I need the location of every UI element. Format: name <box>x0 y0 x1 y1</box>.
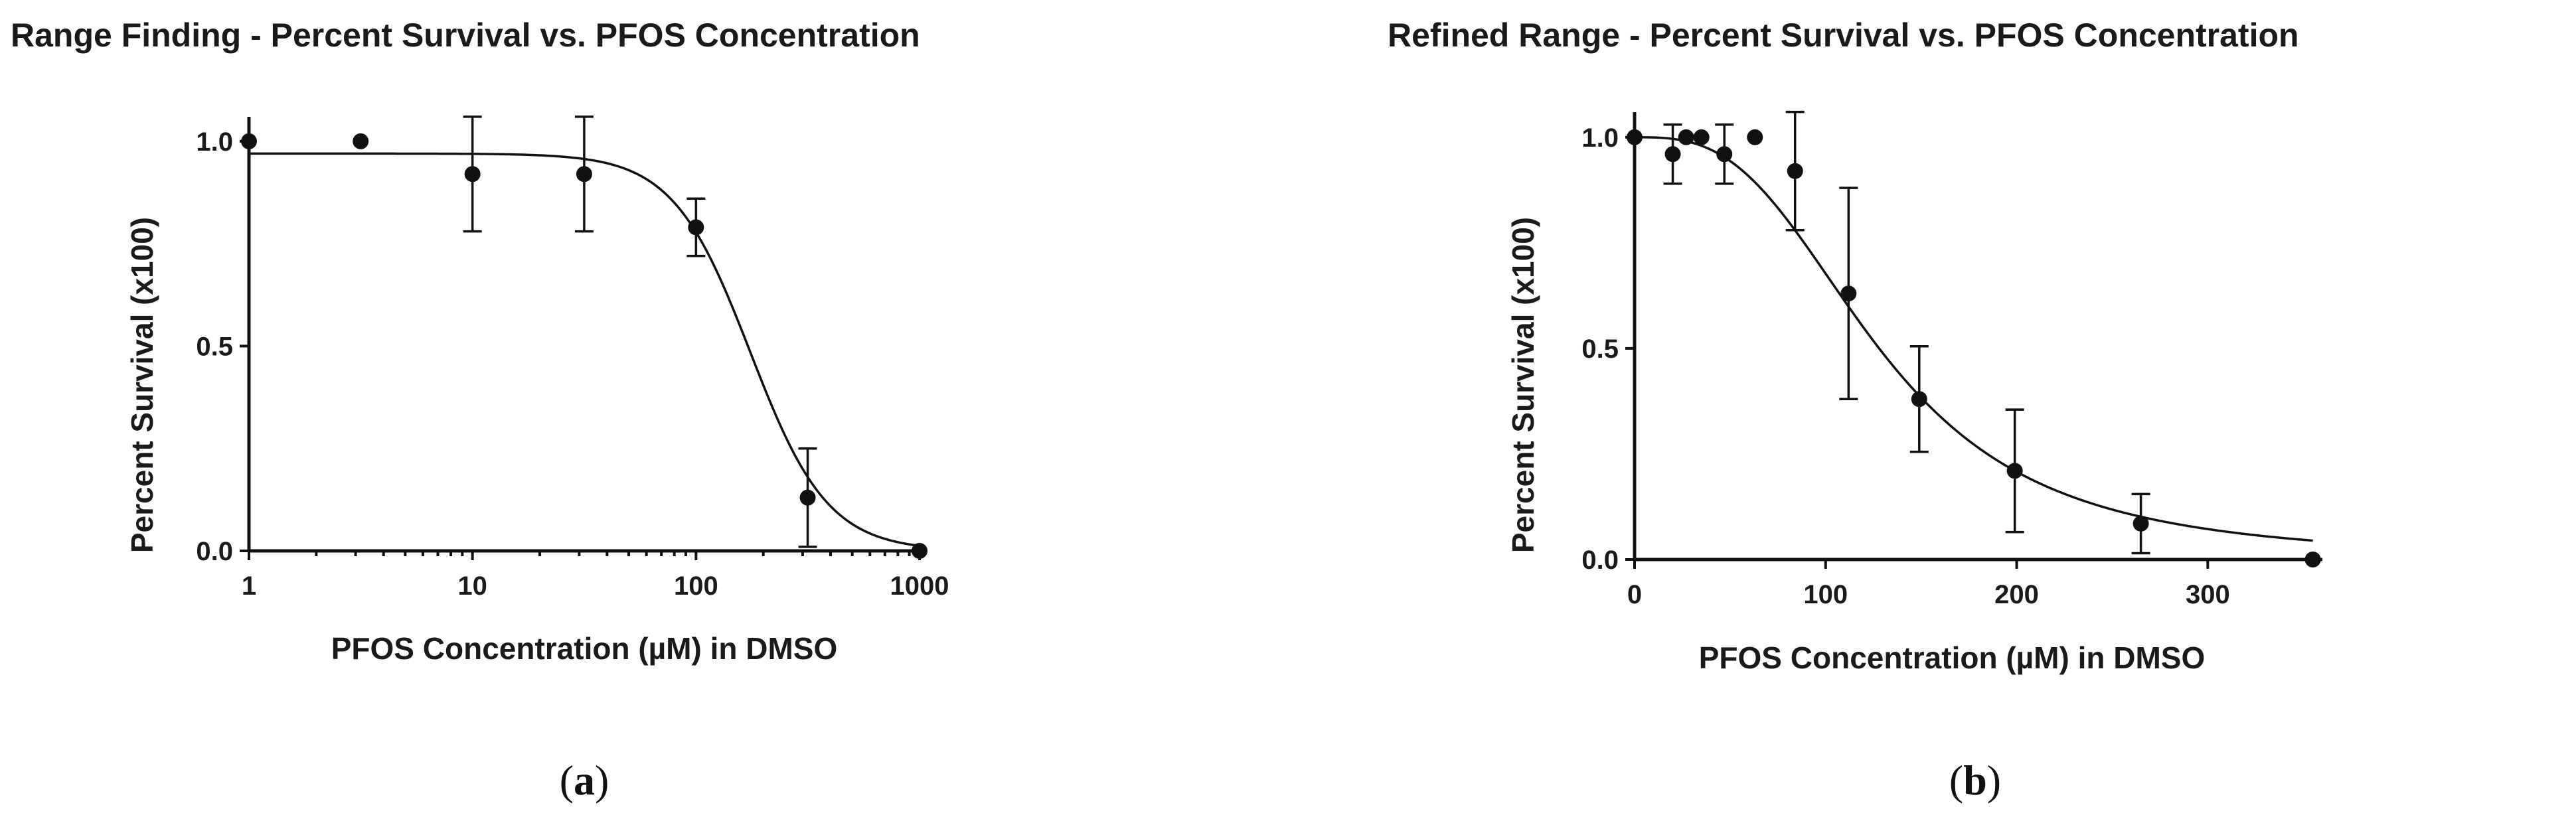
data-point <box>912 543 927 559</box>
panel-letter: a <box>574 757 595 804</box>
fit-curve <box>1635 136 2313 542</box>
panel-label-b: (b) <box>1949 757 2001 804</box>
x-tick-label: 200 <box>1994 580 2039 609</box>
chart-panel-b: Refined Range - Percent Survival vs. PFO… <box>1388 17 2322 804</box>
data-point <box>1627 129 1643 145</box>
data-point <box>1678 129 1694 145</box>
data-point <box>1716 146 1733 163</box>
y-axis-label: Percent Survival (x100) <box>1506 217 1540 553</box>
chart-title: Refined Range - Percent Survival vs. PFO… <box>1388 17 2299 54</box>
data-point <box>2133 515 2149 532</box>
data-point <box>1747 129 1763 145</box>
data-point <box>464 166 481 183</box>
x-tick-label: 10 <box>457 571 487 601</box>
panel-label-a: (a) <box>560 757 609 804</box>
y-tick-label: 0.5 <box>1581 335 1619 364</box>
data-point <box>576 166 592 183</box>
x-tick-label: 300 <box>2186 580 2230 609</box>
y-tick-label: 1.0 <box>1581 123 1619 153</box>
data-point <box>688 219 704 236</box>
x-tick-label: 100 <box>1803 580 1848 609</box>
x-tick-label: 0 <box>1627 580 1642 609</box>
y-tick-label: 0.0 <box>196 537 233 566</box>
data-point <box>1840 285 1857 302</box>
plot-area: 0 100 200 300 0.0 0.5 1.0 <box>1581 110 2322 609</box>
data-point <box>2304 552 2321 567</box>
x-axis-label: PFOS Concentration (µM) in DMSO <box>1699 640 2205 675</box>
y-axis-label: Percent Survival (x100) <box>125 217 159 553</box>
y-tick-label: 1.0 <box>196 127 233 157</box>
x-tick-label: 100 <box>674 571 718 601</box>
chart-panel-a: Range Finding - Percent Survival vs. PFO… <box>11 17 949 804</box>
data-point <box>1911 391 1927 408</box>
x-tick-label: 1000 <box>890 571 949 601</box>
data-point <box>241 133 257 149</box>
data-point <box>1787 163 1803 179</box>
x-axis-label: PFOS Concentration (µM) in DMSO <box>331 631 837 666</box>
data-point <box>2006 463 2023 479</box>
x-tick-label: 1 <box>242 571 256 601</box>
data-point <box>799 489 816 506</box>
chart-title: Range Finding - Percent Survival vs. PFO… <box>11 17 920 54</box>
data-point <box>1693 129 1710 145</box>
plot-area: 1 10 100 1000 0.0 0.5 1.0 <box>196 115 949 601</box>
y-tick-label: 0.5 <box>196 332 233 361</box>
data-point <box>1664 146 1681 163</box>
panel-letter: b <box>1963 757 1987 804</box>
data-point <box>353 133 369 149</box>
y-tick-label: 0.0 <box>1581 546 1619 575</box>
